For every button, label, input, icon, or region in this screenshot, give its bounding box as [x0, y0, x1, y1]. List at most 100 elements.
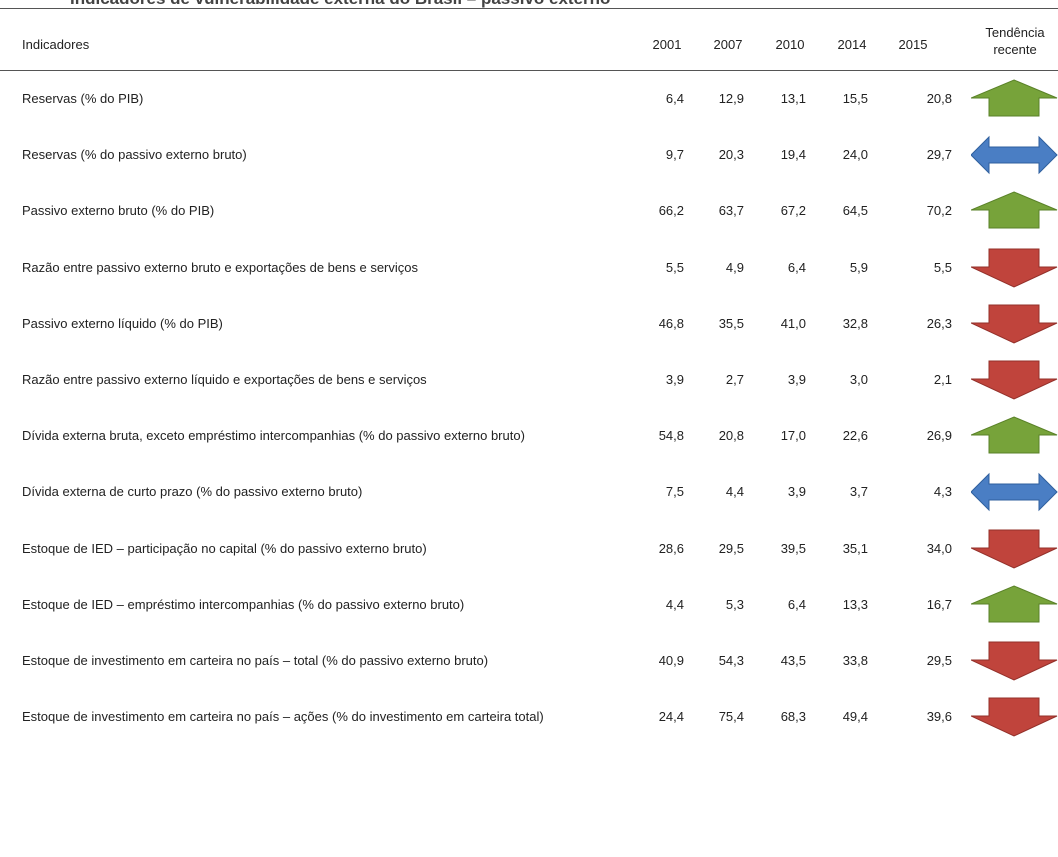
cell-value: 3,9: [787, 372, 806, 387]
cell-value: 67,2: [780, 203, 806, 219]
cell-value: 2,1: [933, 372, 952, 387]
arrow-shape: [971, 191, 1058, 229]
row-label: Dívida externa bruta, exceto empréstimo …: [22, 428, 525, 444]
cell-value: 49,4: [842, 709, 868, 725]
row-label: Estoque de IED – empréstimo intercompanh…: [22, 596, 465, 612]
cell-value: 3,9: [665, 372, 684, 387]
trend-arrow: [971, 585, 1058, 623]
row-label: Razão entre passivo externo líquido e ex…: [22, 372, 427, 387]
header-cell: 2015: [898, 37, 928, 52]
header-cell: Indicadores: [22, 37, 90, 52]
cell-value: 9,7: [665, 147, 684, 163]
trend-arrow: [971, 135, 1058, 175]
arrow-shape: [971, 416, 1058, 454]
arrow-shape: [971, 529, 1058, 569]
cell-value: 26,9: [926, 428, 952, 444]
cell-value: 4,3: [933, 484, 952, 500]
arrow-shape: [971, 248, 1058, 288]
cell-value: 6,4: [787, 259, 806, 275]
arrow-shape: [971, 79, 1058, 117]
trend-arrow: [971, 248, 1058, 288]
cell-value: 4,4: [725, 484, 744, 500]
cell-value: 13,3: [842, 596, 868, 612]
row-label: Passivo externo bruto (% do PIB): [22, 203, 215, 219]
cell-value: 2,7: [725, 372, 744, 387]
top-rule: [0, 8, 1058, 9]
cell-value: 75,4: [718, 709, 744, 725]
cell-value: 33,8: [842, 653, 868, 668]
trend-arrow: [971, 473, 1058, 512]
row-label: Reservas (% do PIB): [22, 91, 144, 106]
cell-value: 34,0: [926, 540, 952, 556]
arrow-shape: [971, 304, 1058, 344]
row-label: Dívida externa de curto prazo (% do pass…: [22, 484, 363, 500]
cell-value: 40,9: [658, 653, 684, 668]
row-label: Reservas (% do passivo externo bruto): [22, 147, 247, 163]
cell-value: 20,3: [718, 147, 744, 163]
cell-value: 29,5: [926, 653, 952, 668]
header-rule: [0, 70, 1058, 71]
cell-value: 13,1: [780, 91, 806, 106]
cell-value: 12,9: [718, 91, 744, 106]
cell-value: 24,4: [658, 709, 684, 725]
cell-value: 28,6: [658, 540, 684, 556]
row-label: Estoque de investimento em carteira no p…: [22, 709, 544, 725]
cell-value: 6,4: [787, 596, 806, 612]
arrow-shape: [971, 135, 1058, 175]
cell-value: 24,0: [842, 147, 868, 163]
cell-value: 68,3: [780, 709, 806, 725]
cell-value: 19,4: [780, 147, 806, 163]
trend-arrow: [971, 360, 1058, 400]
arrow-shape: [971, 473, 1058, 512]
arrow-shape: [971, 697, 1058, 737]
cell-value: 66,2: [658, 203, 684, 219]
row-label: Estoque de IED – participação no capital…: [22, 540, 427, 556]
cell-value: 39,6: [926, 709, 952, 725]
header-cell: 2014: [837, 37, 867, 52]
trend-arrow: [971, 79, 1058, 117]
cell-value: 63,7: [718, 203, 744, 219]
cell-value: 3,7: [849, 484, 868, 500]
header-cell: 2007: [713, 37, 743, 52]
cell-value: 20,8: [718, 428, 744, 444]
cell-value: 7,5: [665, 484, 684, 500]
cell-value: 32,8: [842, 315, 868, 331]
cell-value: 5,3: [725, 596, 744, 612]
cell-value: 4,9: [725, 259, 744, 275]
cell-value: 20,8: [926, 91, 952, 106]
title: Indicadores de vulnerabilidade externa d…: [70, 0, 610, 9]
cell-value: 16,7: [926, 596, 952, 612]
cell-value: 35,1: [842, 540, 868, 556]
cell-value: 46,8: [658, 315, 684, 331]
cell-value: 3,9: [787, 484, 806, 500]
cell-value: 41,0: [780, 315, 806, 331]
cell-value: 5,5: [665, 259, 684, 275]
cell-value: 3,0: [849, 372, 868, 387]
trend-arrow: [971, 641, 1058, 681]
cell-value: 70,2: [926, 203, 952, 219]
cell-value: 22,6: [842, 428, 868, 444]
arrow-shape: [971, 360, 1058, 400]
header-cell: 2010: [775, 37, 805, 52]
trend-arrow: [971, 697, 1058, 737]
cell-value: 5,9: [849, 259, 868, 275]
cell-value: 15,5: [842, 91, 868, 106]
header-cell: Tendência recente: [985, 25, 1045, 57]
trend-arrow: [971, 191, 1058, 229]
cell-value: 64,5: [842, 203, 868, 219]
cell-value: 39,5: [780, 540, 806, 556]
trend-arrow: [971, 304, 1058, 344]
row-label: Passivo externo líquido (% do PIB): [22, 315, 223, 331]
cell-value: 4,4: [665, 596, 684, 612]
header-cell: 2001: [652, 37, 682, 52]
cell-value: 26,3: [926, 315, 952, 331]
arrow-shape: [971, 641, 1058, 681]
trend-arrow: [971, 529, 1058, 569]
cell-value: 6,4: [665, 91, 684, 106]
cell-value: 29,5: [718, 540, 744, 556]
cell-value: 54,3: [718, 653, 744, 668]
cell-value: 5,5: [933, 259, 952, 275]
cell-value: 17,0: [780, 428, 806, 444]
row-label: Estoque de investimento em carteira no p…: [22, 653, 489, 668]
